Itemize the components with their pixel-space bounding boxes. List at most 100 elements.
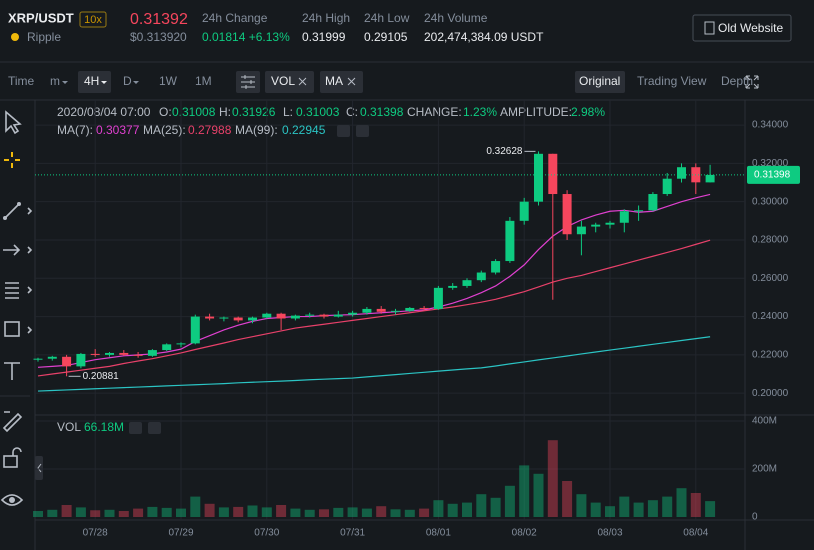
y-tick-label: 0.24000 <box>752 311 789 322</box>
expand-caret[interactable] <box>27 246 33 254</box>
candle-body <box>248 317 257 321</box>
legend-toggle[interactable] <box>356 125 369 137</box>
volume-bar <box>304 509 315 517</box>
indicator-chip[interactable] <box>320 71 363 93</box>
candle-body <box>433 287 443 309</box>
candle-body <box>62 356 72 367</box>
candle-body <box>105 352 114 355</box>
expand-caret[interactable] <box>27 326 33 334</box>
volume-bar <box>347 507 358 517</box>
x-tick-label: 08/02 <box>512 528 537 539</box>
status-value: 0.31008 <box>172 105 216 119</box>
volume-tick-label: 200M <box>752 464 777 475</box>
fib-tool[interactable] <box>5 282 19 299</box>
stat-value: 202,474,384.09 USDT <box>424 30 544 44</box>
interval-option[interactable]: m <box>50 74 60 88</box>
shape-tool[interactable] <box>4 321 20 337</box>
interval-option[interactable]: 4H <box>84 74 99 88</box>
ma-line <box>37 239 711 377</box>
cursor-tool[interactable] <box>5 110 22 135</box>
legend-toggle[interactable] <box>148 422 161 434</box>
fullscreen-icon[interactable] <box>745 75 759 89</box>
volume-bar <box>590 502 601 517</box>
ma-line <box>37 336 711 392</box>
text-tool[interactable] <box>4 362 20 380</box>
visibility-tool[interactable] <box>0 494 24 506</box>
close-icon[interactable] <box>298 77 307 86</box>
coin-name[interactable]: Ripple <box>27 30 61 44</box>
crosshair-tool[interactable] <box>4 152 20 168</box>
high-marker-label: 0.32628 <box>486 146 523 157</box>
volume-bar <box>476 494 487 517</box>
candle-body <box>591 224 601 227</box>
ma-legend-name: MA(7): <box>57 123 93 137</box>
candle-body <box>319 314 329 317</box>
view-option[interactable]: Depth <box>721 74 753 88</box>
volume-bar <box>519 465 530 517</box>
candle-body <box>519 201 529 221</box>
candle-body <box>548 153 558 195</box>
old-website-label[interactable]: Old Website <box>718 21 783 35</box>
collapse-handle[interactable] <box>35 456 43 480</box>
pair: XRP/USDT <box>8 10 74 25</box>
line-tool[interactable] <box>4 203 20 219</box>
status-label: AMPLITUDE: <box>500 105 572 119</box>
volume-bar <box>319 509 329 517</box>
candle-body <box>47 356 57 359</box>
interval-option[interactable]: 1W <box>159 74 178 88</box>
candle-body <box>33 358 43 360</box>
leverage-box <box>79 11 107 28</box>
view-selected[interactable] <box>575 71 625 93</box>
legend-toggle[interactable] <box>129 422 142 434</box>
volume-bar <box>218 507 229 517</box>
candle-body <box>662 178 672 195</box>
volume-bar <box>447 503 458 517</box>
y-tick-label: 0.32000 <box>752 158 789 169</box>
candle-body <box>619 211 629 223</box>
lock-tool[interactable] <box>3 455 18 468</box>
old-website-button[interactable] <box>692 14 792 42</box>
candle-body <box>276 313 286 319</box>
volume-bar <box>576 494 587 517</box>
indicator-label: MA <box>325 74 343 88</box>
volume-legend-name: VOL <box>57 420 81 434</box>
legend-toggle[interactable] <box>337 125 350 137</box>
ma-legend-value: 0.22945 <box>282 123 326 137</box>
view-option[interactable]: Original <box>579 74 620 88</box>
volume-bar <box>176 508 186 517</box>
volume-bar <box>247 505 258 517</box>
price-usd: $0.313920 <box>130 30 187 44</box>
collapse-caret <box>37 463 42 473</box>
close-icon[interactable] <box>347 77 356 86</box>
candle-body <box>705 174 715 183</box>
interval-selected[interactable] <box>78 71 111 93</box>
expand-caret[interactable] <box>27 286 33 294</box>
x-tick-label: 08/01 <box>426 528 451 539</box>
candle-body <box>90 353 100 355</box>
interval-option[interactable]: D <box>123 74 132 88</box>
expand-caret[interactable] <box>27 207 33 215</box>
volume-bar <box>261 507 272 517</box>
candle-body <box>448 285 458 288</box>
interval-option[interactable]: 1M <box>195 74 212 88</box>
volume-bar <box>619 496 630 517</box>
volume-bar <box>147 506 158 517</box>
volume-bar <box>118 511 129 517</box>
volume-bar <box>90 510 101 517</box>
status-label: L: <box>283 105 293 119</box>
candle-body <box>190 316 200 344</box>
indicator-chip[interactable] <box>265 71 314 93</box>
candle-body <box>376 308 386 312</box>
view-option[interactable]: Trading View <box>637 74 707 88</box>
volume-bar <box>676 488 687 517</box>
candle-body <box>648 194 658 211</box>
last-price: 0.31392 <box>130 11 188 28</box>
volume-bar <box>133 508 144 517</box>
stat-label: 24h High <box>302 11 350 25</box>
leverage: 10x <box>84 14 102 26</box>
dropdown-caret <box>133 81 139 84</box>
coin-icon <box>11 33 19 41</box>
measure-tool[interactable] <box>2 411 23 433</box>
y-tick-label: 0.20000 <box>752 388 789 399</box>
arrow-tool[interactable] <box>3 244 21 256</box>
